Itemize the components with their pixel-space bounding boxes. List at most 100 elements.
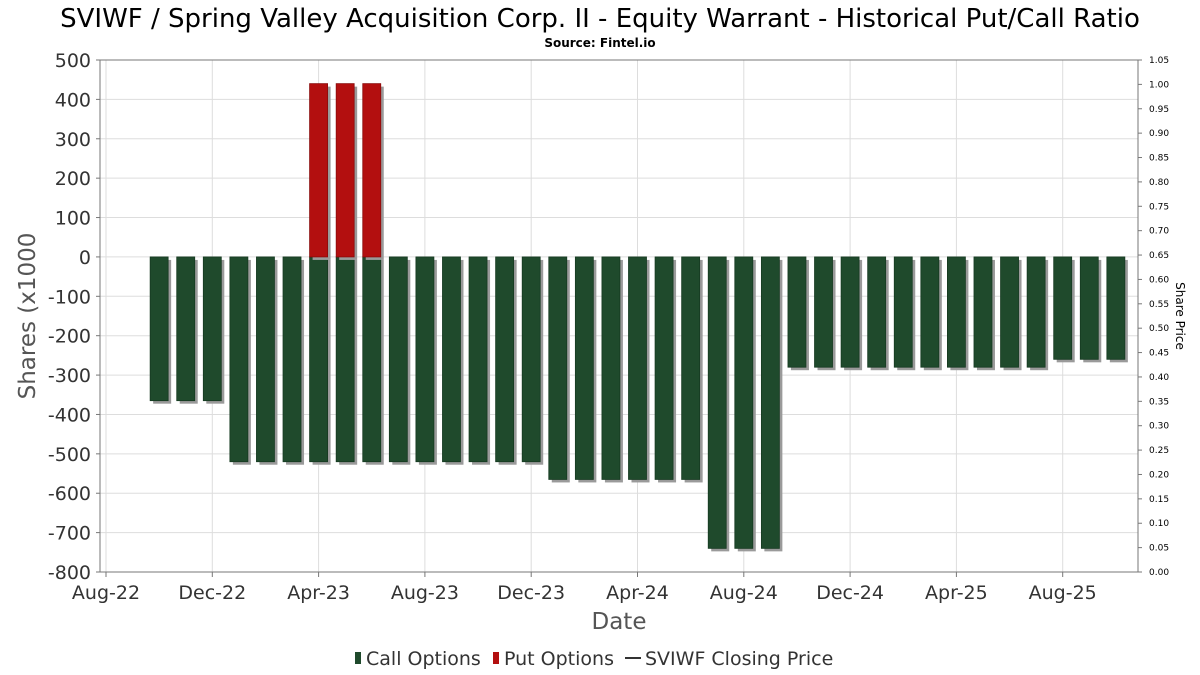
y-tick-label: 100 [55,208,91,230]
y2-tick-label: 0.80 [1149,178,1169,188]
x-tick-label: Dec-22 [178,582,246,604]
y-tick-label: 500 [55,50,91,72]
call-bar [947,256,966,368]
y2-axis-label: Share Price [1173,282,1187,350]
call-bar [1106,256,1126,360]
plot-frame [99,59,1139,573]
call-bar [415,256,435,463]
put-bar [335,83,355,258]
y-tick-label: 300 [55,129,91,151]
call-bar [176,256,196,402]
x-tick-label: Aug-25 [1029,582,1097,604]
x-tick-label: Dec-24 [816,582,884,604]
y-tick-label: 200 [55,168,91,190]
call-bar [335,256,355,463]
call-bar [149,256,169,402]
call-bar [495,256,515,463]
y2-tick-label: 0.75 [1149,202,1169,212]
call-bar [309,256,329,463]
call-bar [601,256,621,480]
call-bar [388,256,408,463]
call-bar [973,256,993,368]
legend-swatch-call [355,652,361,664]
call-bar [787,256,807,368]
x-tick-label: Apr-25 [925,582,988,604]
y-axis-label: Shares (x1000 [15,233,41,400]
y-axis-ticks: 500 400 300 200 100 0 -100 -200 -300 -400 -500 -600… [48,50,100,584]
y-tick-label: -100 [48,286,91,308]
call-bar [814,256,833,368]
y-tick-label: -800 [48,562,91,584]
call-bar [707,256,727,549]
call-bar [681,256,701,480]
call-bar [468,256,488,463]
call-bar [654,256,674,480]
call-bar [1053,256,1073,360]
y-tick-label: -300 [48,365,91,387]
y2-tick-label: 1.05 [1149,56,1169,66]
y2-axis-ticks: 1.05 1.00 0.95 0.90 0.85 0.80 0.75 0.70 0.65 0.60… [1138,56,1169,578]
call-bar [362,256,382,463]
y-tick-label: -500 [48,444,91,466]
legend-label-price: SVIWF Closing Price [645,648,833,670]
call-bar [202,256,222,402]
y-tick-label: 400 [55,89,91,111]
put-bar [362,83,382,258]
y2-tick-label: 0.70 [1149,227,1169,237]
y2-tick-label: 1.00 [1149,80,1169,90]
y2-tick-label: 0.00 [1149,568,1169,578]
bars [149,83,1128,552]
call-bar [229,256,249,463]
put-bar [309,83,329,258]
y2-tick-label: 0.35 [1149,397,1169,407]
call-bar [1000,256,1019,368]
x-tick-label: Aug-23 [391,582,459,604]
y2-tick-label: 0.05 [1149,544,1169,554]
y2-tick-label: 0.60 [1149,275,1169,285]
x-tick-label: Dec-23 [497,582,565,604]
legend-label-call: Call Options [366,648,481,670]
call-bar [282,256,302,463]
call-bar [574,256,594,480]
call-bar [734,256,754,549]
y2-tick-label: 0.55 [1149,300,1169,310]
call-bar [521,256,541,463]
y2-tick-label: 0.20 [1149,470,1169,480]
y-tick-label: -200 [48,326,91,348]
x-tick-label: Aug-22 [72,582,140,604]
y2-tick-label: 0.50 [1149,324,1169,334]
call-bar [893,256,913,368]
call-bar [920,256,940,368]
call-bar [1079,256,1099,360]
x-tick-label: Apr-24 [606,582,669,604]
x-axis-ticks: Aug-22 Dec-22 Apr-23 Aug-23 Dec-23 Apr-24 Aug-… [72,572,1097,604]
y-tick-label: -700 [48,523,91,545]
y2-tick-label: 0.30 [1149,422,1169,432]
y2-tick-label: 0.15 [1149,495,1169,505]
y-tick-label: 0 [79,247,91,269]
legend-label-put: Put Options [504,648,614,670]
x-tick-label: Apr-23 [287,582,350,604]
y2-tick-label: 0.85 [1149,154,1169,164]
y2-tick-label: 0.65 [1149,251,1169,261]
call-bar [628,256,647,480]
call-bar [840,256,860,368]
legend: Call Options Put Options SVIWF Closing P… [355,648,833,670]
chart-title: SVIWF / Spring Valley Acquisition Corp. … [60,4,1140,34]
y2-tick-label: 0.40 [1149,373,1169,383]
y2-tick-label: 0.10 [1149,519,1169,529]
legend-swatch-put [493,652,499,664]
x-tick-label: Aug-24 [710,582,778,604]
y2-tick-label: 0.25 [1149,446,1169,456]
y-tick-label: -400 [48,404,91,426]
y2-tick-label: 0.90 [1149,129,1169,139]
x-axis-label: Date [592,609,647,635]
call-bar [1026,256,1046,368]
y-tick-label: -600 [48,483,91,505]
call-bar [256,256,275,463]
y2-tick-label: 0.95 [1149,105,1169,115]
chart-subtitle: Source: Fintel.io [544,36,655,50]
call-bar [867,256,887,368]
